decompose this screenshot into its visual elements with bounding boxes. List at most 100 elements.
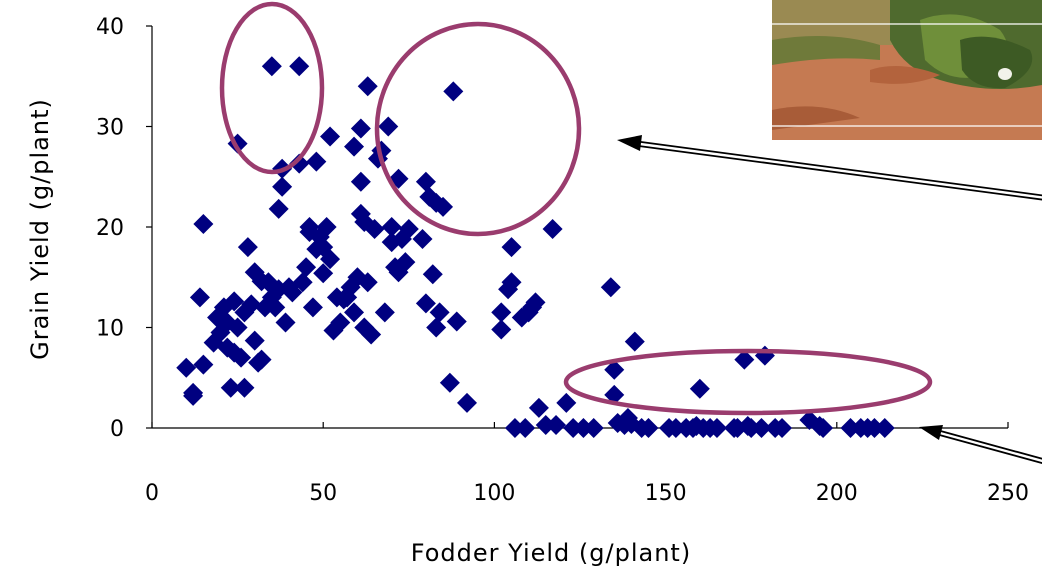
data-point	[689, 378, 710, 399]
data-point	[864, 418, 885, 438]
y-tick-marks	[146, 25, 152, 429]
data-point	[357, 272, 378, 293]
x-tick-label: 100	[473, 481, 515, 506]
data-point	[638, 418, 659, 438]
x-axis-title: Fodder Yield (g/plant)	[411, 539, 691, 567]
data-point	[268, 198, 289, 219]
x-tick-label: 0	[145, 481, 159, 506]
data-point	[528, 397, 549, 418]
data-point	[443, 81, 464, 102]
data-point	[244, 330, 265, 351]
y-axis-title: Grain Yield (g/plant)	[26, 98, 54, 360]
data-point	[457, 392, 478, 413]
data-point	[446, 311, 467, 332]
data-point	[813, 418, 834, 438]
data-point	[193, 354, 214, 375]
data-point	[231, 347, 252, 368]
y-tick-labels: 0 10 20 30 40	[96, 15, 124, 442]
y-tick-label: 10	[96, 317, 124, 342]
data-point	[515, 418, 536, 438]
data-point	[840, 418, 861, 438]
data-point	[350, 171, 371, 192]
x-tick-label: 50	[309, 481, 337, 506]
data-point	[504, 418, 525, 438]
data-point	[289, 56, 310, 77]
ellipse-high-grain-low-fodder	[219, 1, 325, 175]
x-tick-labels: 0 50 100 150 200 250	[145, 481, 1029, 506]
y-tick-label: 20	[96, 216, 124, 241]
data-point	[189, 287, 210, 308]
x-tick-label: 250	[987, 481, 1029, 506]
data-point	[398, 219, 419, 240]
data-point	[412, 229, 433, 250]
data-point	[220, 377, 241, 398]
data-point	[344, 136, 365, 157]
data-point	[415, 171, 436, 192]
data-point	[491, 319, 512, 340]
data-point	[535, 414, 556, 435]
data-point	[320, 126, 341, 147]
x-tick-label: 150	[645, 481, 687, 506]
data-point	[330, 312, 351, 333]
data-point	[381, 217, 402, 237]
data-point	[426, 317, 447, 338]
data-point	[224, 291, 245, 312]
data-point	[282, 282, 303, 303]
data-point	[374, 302, 395, 323]
x-tick-label: 200	[816, 481, 858, 506]
data-point	[227, 317, 248, 338]
data-point	[874, 418, 895, 438]
data-point	[556, 392, 577, 413]
data-point	[261, 56, 282, 77]
data-point	[313, 263, 334, 284]
data-point	[395, 252, 416, 273]
data-point	[193, 213, 214, 234]
data-point	[378, 116, 399, 137]
data-point	[741, 418, 762, 438]
data-point	[302, 297, 323, 318]
data-point	[624, 331, 645, 352]
y-tick-label: 30	[96, 116, 124, 141]
data-point	[357, 76, 378, 97]
data-point	[665, 418, 686, 438]
data-point	[734, 349, 755, 370]
ellipse-high-grain-mid-fodder	[374, 21, 582, 237]
data-point	[751, 418, 772, 438]
data-point	[237, 237, 258, 258]
ellipse-low-grain-high-fodder	[563, 348, 933, 416]
data-point	[234, 377, 255, 398]
data-point	[563, 418, 584, 438]
data-point	[350, 118, 371, 139]
data-point	[364, 219, 385, 240]
data-point	[706, 418, 727, 438]
data-point	[292, 272, 313, 293]
data-point	[320, 249, 341, 270]
y-tick-label: 0	[110, 417, 124, 442]
data-point	[501, 237, 522, 258]
data-point	[583, 418, 604, 438]
data-point	[241, 294, 262, 315]
data-point	[501, 272, 522, 293]
data-point	[754, 345, 775, 366]
data-point	[600, 277, 621, 298]
data-point	[433, 196, 454, 217]
arrow-to-lower-points	[919, 425, 1042, 465]
data-point	[183, 385, 204, 406]
data-point	[289, 153, 310, 174]
data-point	[525, 292, 546, 313]
data-point	[251, 349, 272, 370]
data-point	[296, 257, 317, 278]
data-point	[415, 293, 436, 314]
arrow-to-upper-ellipse	[617, 135, 1042, 201]
data-point	[491, 302, 512, 323]
data-point	[422, 264, 443, 285]
y-tick-label: 40	[96, 15, 124, 40]
data-point	[439, 372, 460, 393]
data-point	[604, 359, 625, 380]
data-point	[361, 324, 382, 345]
data-point	[265, 297, 286, 318]
data-point	[176, 357, 197, 378]
data-point	[772, 418, 793, 438]
data-point	[316, 217, 337, 237]
